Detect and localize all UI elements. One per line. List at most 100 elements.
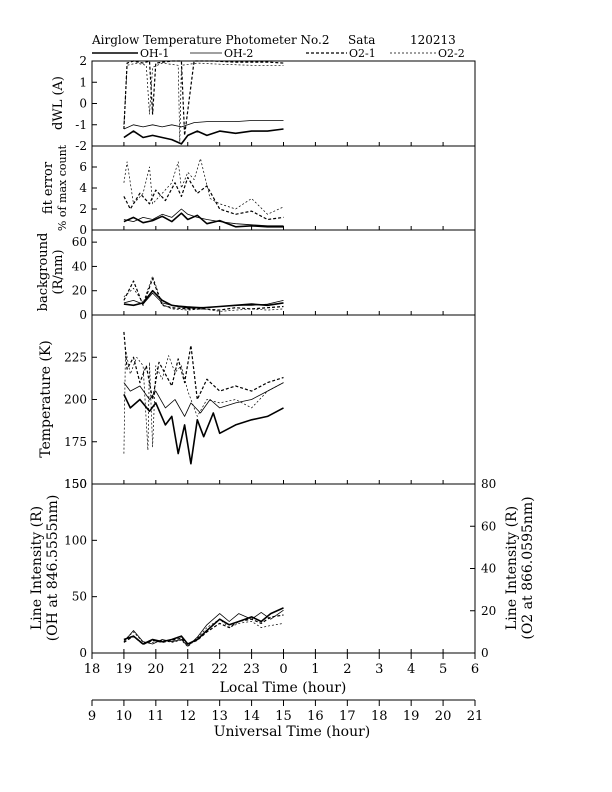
ytick-label-background-0: 0 [79,308,87,322]
universal-time-tick-label-3: 12 [179,709,196,724]
series-line-intensity-o2-2 [123,618,284,648]
ytick-right-label-intensity-20: 20 [481,604,496,618]
ytick-label-fit-error-6: 6 [79,160,87,174]
panel-background: 60 40 20 0 background (R/nm) [36,229,476,322]
local-time-tick-label-1: 19 [116,662,133,677]
local-time-axis: 18 19 20 21 22 23 0 1 2 3 4 5 6 [84,653,479,677]
panel-intensity-series [123,607,284,648]
panel-intensity-ylabel-2: (OH at 846.5555nm) [45,495,61,642]
ytick-label-fit-error-2: 2 [79,202,87,216]
panel-background-ticks: 60 40 20 0 [72,235,476,322]
ytick-label-background-20: 20 [72,284,87,298]
panel-intensity-ylabel-right-2: (O2 at 866.0595nm) [520,496,536,639]
panel-intensity-ylabel-1: Line Intensity (R) [29,506,45,630]
ytick-right-label-intensity-80: 80 [481,477,496,491]
chart-title: Airglow Temperature Photometer No.2 [91,33,330,47]
series-line-dwl-o2-1 [123,60,284,136]
series-line-temperature-oh-1 [123,394,284,465]
panel-background-frame [91,229,476,316]
ytick-right-label-intensity-40: 40 [481,562,496,576]
panel-intensity-ylabel-right-1: Line Intensity (R) [504,506,520,630]
legend-label-oh-1: OH-1 [140,47,169,60]
universal-time-tick-label-5: 14 [243,709,260,724]
universal-time-axis: 9 10 11 12 13 14 15 16 17 18 19 20 21 [88,699,484,724]
series-line-fit-error-o2-1 [123,176,284,221]
panel-fit-error-ylabel-1: fit error [41,161,56,214]
ytick-label-intensity-150: 150 [64,477,87,491]
local-time-tick-label-8: 2 [343,662,351,677]
ytick-right-label-intensity-0: 0 [481,646,489,660]
panel-background-ylabel-1: background [36,233,51,312]
panel-fit-error-series [123,158,284,228]
panel-temperature-ticks: 225 200 175 150 [64,350,476,491]
universal-time-tick-label-8: 17 [339,709,356,724]
local-time-tick-label-9: 3 [375,662,383,677]
panel-temperature-series [123,331,284,465]
ytick-label-fit-error-4: 4 [79,181,87,195]
universal-time-tick-label-6: 15 [275,709,292,724]
local-time-tick-label-7: 1 [311,662,319,677]
local-time-tick-label-6: 0 [279,662,287,677]
universal-time-tick-label-4: 13 [211,709,228,724]
series-line-dwl-o2-2 [123,62,284,143]
series-line-temperature-o2-1 [123,331,284,401]
local-time-tick-label-5: 23 [243,662,260,677]
panel-background-series [123,275,284,312]
panel-fit-error-ylabel-2: % of max count [56,144,69,231]
panel-dwl: 2 1 0 -1 -2 dWL (A) [51,54,476,153]
series-line-intensity-oh-2 [123,609,284,647]
legend-label-oh-2: OH-2 [224,47,253,60]
universal-time-tick-label-9: 18 [371,709,388,724]
series-line-temperature-o2-2 [123,348,284,454]
ytick-label-background-40: 40 [72,259,87,273]
universal-time-tick-label-7: 16 [307,709,324,724]
site-label: Sata [348,33,375,47]
series-line-temperature-oh-2 [123,382,284,417]
ytick-label-dwl--2: -2 [75,139,87,153]
series-line-dwl-oh-2 [123,120,284,130]
panel-dwl-ticks: 2 1 0 -1 -2 [75,54,476,153]
ytick-label-dwl--1: -1 [75,118,87,132]
panel-intensity-frame [91,483,476,654]
ytick-label-dwl-1: 1 [79,75,87,89]
panel-background-ylabel-2: (R/nm) [51,249,66,294]
series-line-intensity-o2-1 [123,614,284,646]
ytick-label-temperature-200: 200 [64,393,87,407]
local-time-tick-label-3: 21 [179,662,196,677]
ytick-label-dwl-0: 0 [79,97,87,111]
panel-intensity-ticks: 150 100 50 0 80 60 40 20 0 [64,477,496,660]
local-time-tick-label-0: 18 [84,662,101,677]
series-line-background-oh-2 [123,292,284,309]
ytick-label-temperature-225: 225 [64,350,87,364]
series-line-fit-error-oh-2 [123,208,284,227]
ytick-label-intensity-100: 100 [64,533,87,547]
panel-temperature-ylabel: Temperature (K) [38,340,54,458]
ytick-label-background-60: 60 [72,235,87,249]
legend: OH-1 OH-2 O2-1 O2-2 [92,47,465,60]
series-line-fit-error-o2-2 [123,158,284,215]
universal-time-tick-label-12: 21 [467,709,484,724]
series-line-fit-error-oh-1 [123,212,284,228]
universal-time-tick-label-10: 19 [403,709,420,724]
legend-label-o2-2: O2-2 [438,47,465,60]
panel-dwl-frame [91,60,476,147]
local-time-tick-label-12: 6 [471,662,479,677]
universal-time-tick-label-0: 9 [88,709,96,724]
ytick-label-intensity-0: 0 [79,646,87,660]
legend-label-o2-1: O2-1 [349,47,376,60]
date-label: 120213 [410,33,456,47]
series-line-intensity-oh-1 [123,607,284,645]
universal-time-tick-label-2: 11 [148,709,165,724]
local-time-tick-label-10: 4 [407,662,415,677]
panel-temperature: 225 200 175 150 Temperature (K) [38,314,476,491]
local-time-axis-label: Local Time (hour) [220,680,347,696]
series-line-background-o2-1 [123,278,284,311]
panel-fit-error-ticks: 6 4 2 0 [79,160,476,237]
series-line-dwl-oh-1 [123,128,284,145]
series-line-background-oh-1 [123,289,284,309]
ytick-label-temperature-175: 175 [64,435,87,449]
universal-time-tick-label-1: 10 [116,709,133,724]
local-time-tick-label-4: 22 [211,662,228,677]
ytick-right-label-intensity-60: 60 [481,519,496,533]
